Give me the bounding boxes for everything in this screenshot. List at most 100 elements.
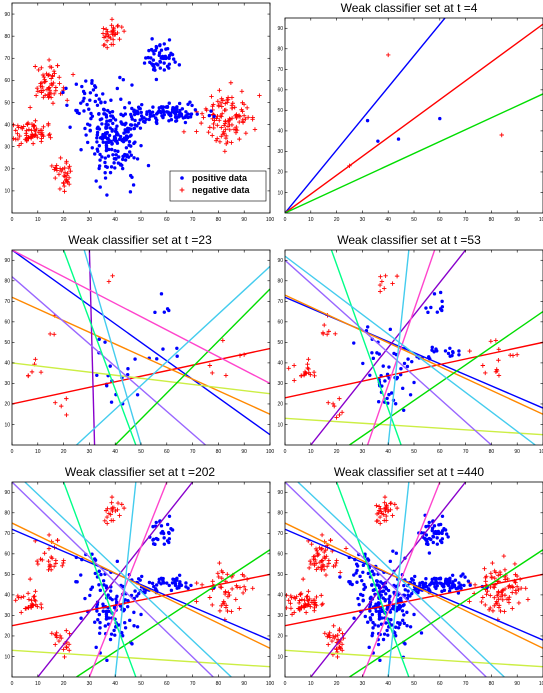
negative-data-point bbox=[377, 282, 383, 288]
negative-data-point bbox=[181, 129, 187, 135]
y-tick-label: 70 bbox=[277, 67, 283, 73]
positive-data-point bbox=[140, 574, 144, 579]
negative-data-point bbox=[241, 573, 247, 579]
negative-data-point bbox=[291, 363, 297, 368]
x-tick-label: 50 bbox=[138, 217, 144, 223]
negative-data-point bbox=[307, 558, 313, 564]
positive-data-point bbox=[83, 596, 87, 601]
negative-data-point bbox=[501, 553, 507, 559]
negative-data-point bbox=[217, 560, 222, 566]
negative-data-point bbox=[489, 574, 494, 580]
positive-data-point bbox=[405, 610, 409, 615]
classifier-line bbox=[12, 649, 270, 668]
positive-data-point bbox=[85, 102, 89, 107]
positive-data-point bbox=[388, 559, 393, 564]
negative-data-point bbox=[236, 113, 242, 118]
negative-data-point bbox=[109, 500, 114, 505]
negative-data-point bbox=[377, 521, 383, 526]
positive-data-point bbox=[124, 146, 129, 150]
positive-data-point bbox=[158, 43, 162, 48]
x-tick-label: 80 bbox=[489, 449, 495, 455]
positive-data-point bbox=[427, 355, 431, 359]
x-tick-label: 0 bbox=[11, 681, 14, 687]
positive-data-point bbox=[154, 44, 158, 49]
positive-data-point bbox=[122, 138, 127, 143]
positive-data-point bbox=[365, 325, 370, 329]
positive-data-point bbox=[408, 393, 413, 397]
positive-data-point bbox=[115, 86, 120, 91]
positive-data-point bbox=[352, 341, 356, 345]
negative-data-point bbox=[382, 500, 387, 505]
negative-data-point bbox=[110, 273, 115, 279]
positive-data-point bbox=[355, 580, 359, 584]
positive-data-point bbox=[147, 48, 151, 53]
x-tick-label: 20 bbox=[334, 217, 340, 223]
negative-data-point bbox=[319, 546, 325, 551]
negative-data-point bbox=[294, 594, 299, 599]
negative-data-point bbox=[102, 518, 108, 524]
y-tick-label: 20 bbox=[4, 167, 10, 173]
negative-data-point bbox=[491, 584, 496, 590]
classifier-line bbox=[37, 482, 194, 677]
y-tick-label: 30 bbox=[277, 149, 283, 155]
negative-data-point bbox=[109, 518, 114, 523]
positive-data-point bbox=[151, 63, 155, 68]
negative-data-point bbox=[390, 281, 395, 286]
classifier-line bbox=[285, 23, 543, 213]
positive-data-point bbox=[96, 617, 100, 622]
positive-data-point bbox=[74, 82, 79, 86]
negative-data-point bbox=[467, 599, 472, 604]
negative-data-point bbox=[328, 537, 333, 543]
negative-data-point bbox=[311, 369, 317, 375]
negative-data-point bbox=[109, 42, 114, 47]
negative-data-point bbox=[66, 642, 72, 647]
positive-data-point bbox=[427, 551, 432, 555]
positive-data-point bbox=[393, 402, 398, 406]
positive-data-point bbox=[391, 549, 395, 553]
positive-data-point bbox=[162, 68, 167, 72]
positive-data-point bbox=[424, 524, 428, 529]
y-tick-label: 80 bbox=[277, 47, 283, 53]
positive-data-point bbox=[184, 114, 188, 118]
classifier-line bbox=[330, 250, 402, 445]
positive-data-point bbox=[442, 588, 447, 593]
classifier-line bbox=[12, 362, 270, 395]
negative-data-point bbox=[388, 501, 393, 506]
negative-data-point bbox=[39, 139, 44, 144]
y-tick-label: 60 bbox=[277, 88, 283, 94]
negative-data-point bbox=[376, 504, 382, 509]
negative-data-point bbox=[60, 166, 65, 172]
negative-data-point bbox=[320, 562, 326, 567]
x-tick-label: 70 bbox=[463, 681, 469, 687]
positive-data-point bbox=[97, 166, 101, 171]
positive-data-point bbox=[365, 118, 370, 123]
negative-data-point bbox=[64, 173, 70, 178]
y-tick-label: 90 bbox=[4, 258, 10, 264]
positive-data-point bbox=[188, 100, 192, 104]
positive-data-point bbox=[355, 568, 359, 573]
y-tick-label: 10 bbox=[277, 422, 283, 428]
negative-data-point bbox=[54, 168, 60, 173]
negative-data-point bbox=[59, 635, 64, 641]
x-tick-label: 40 bbox=[385, 681, 391, 687]
negative-data-point bbox=[49, 556, 55, 561]
positive-data-point bbox=[123, 621, 127, 625]
positive-data-point bbox=[152, 113, 156, 118]
negative-data-point bbox=[194, 129, 199, 134]
negative-data-point bbox=[219, 125, 224, 130]
plot-area bbox=[285, 482, 543, 677]
positive-data-point bbox=[105, 193, 109, 197]
positive-data-point bbox=[104, 126, 109, 130]
negative-data-point bbox=[64, 177, 69, 182]
classifier-line bbox=[12, 296, 270, 415]
y-tick-label: 20 bbox=[277, 634, 283, 640]
negative-data-point bbox=[374, 503, 379, 508]
positive-data-point bbox=[117, 137, 122, 141]
positive-data-point bbox=[94, 93, 99, 97]
negative-data-point bbox=[240, 590, 246, 596]
positive-data-point bbox=[396, 137, 401, 141]
positive-data-point bbox=[162, 310, 167, 314]
y-tick-label: 90 bbox=[4, 490, 10, 496]
positive-data-point bbox=[100, 155, 104, 159]
negative-data-point bbox=[507, 594, 512, 600]
